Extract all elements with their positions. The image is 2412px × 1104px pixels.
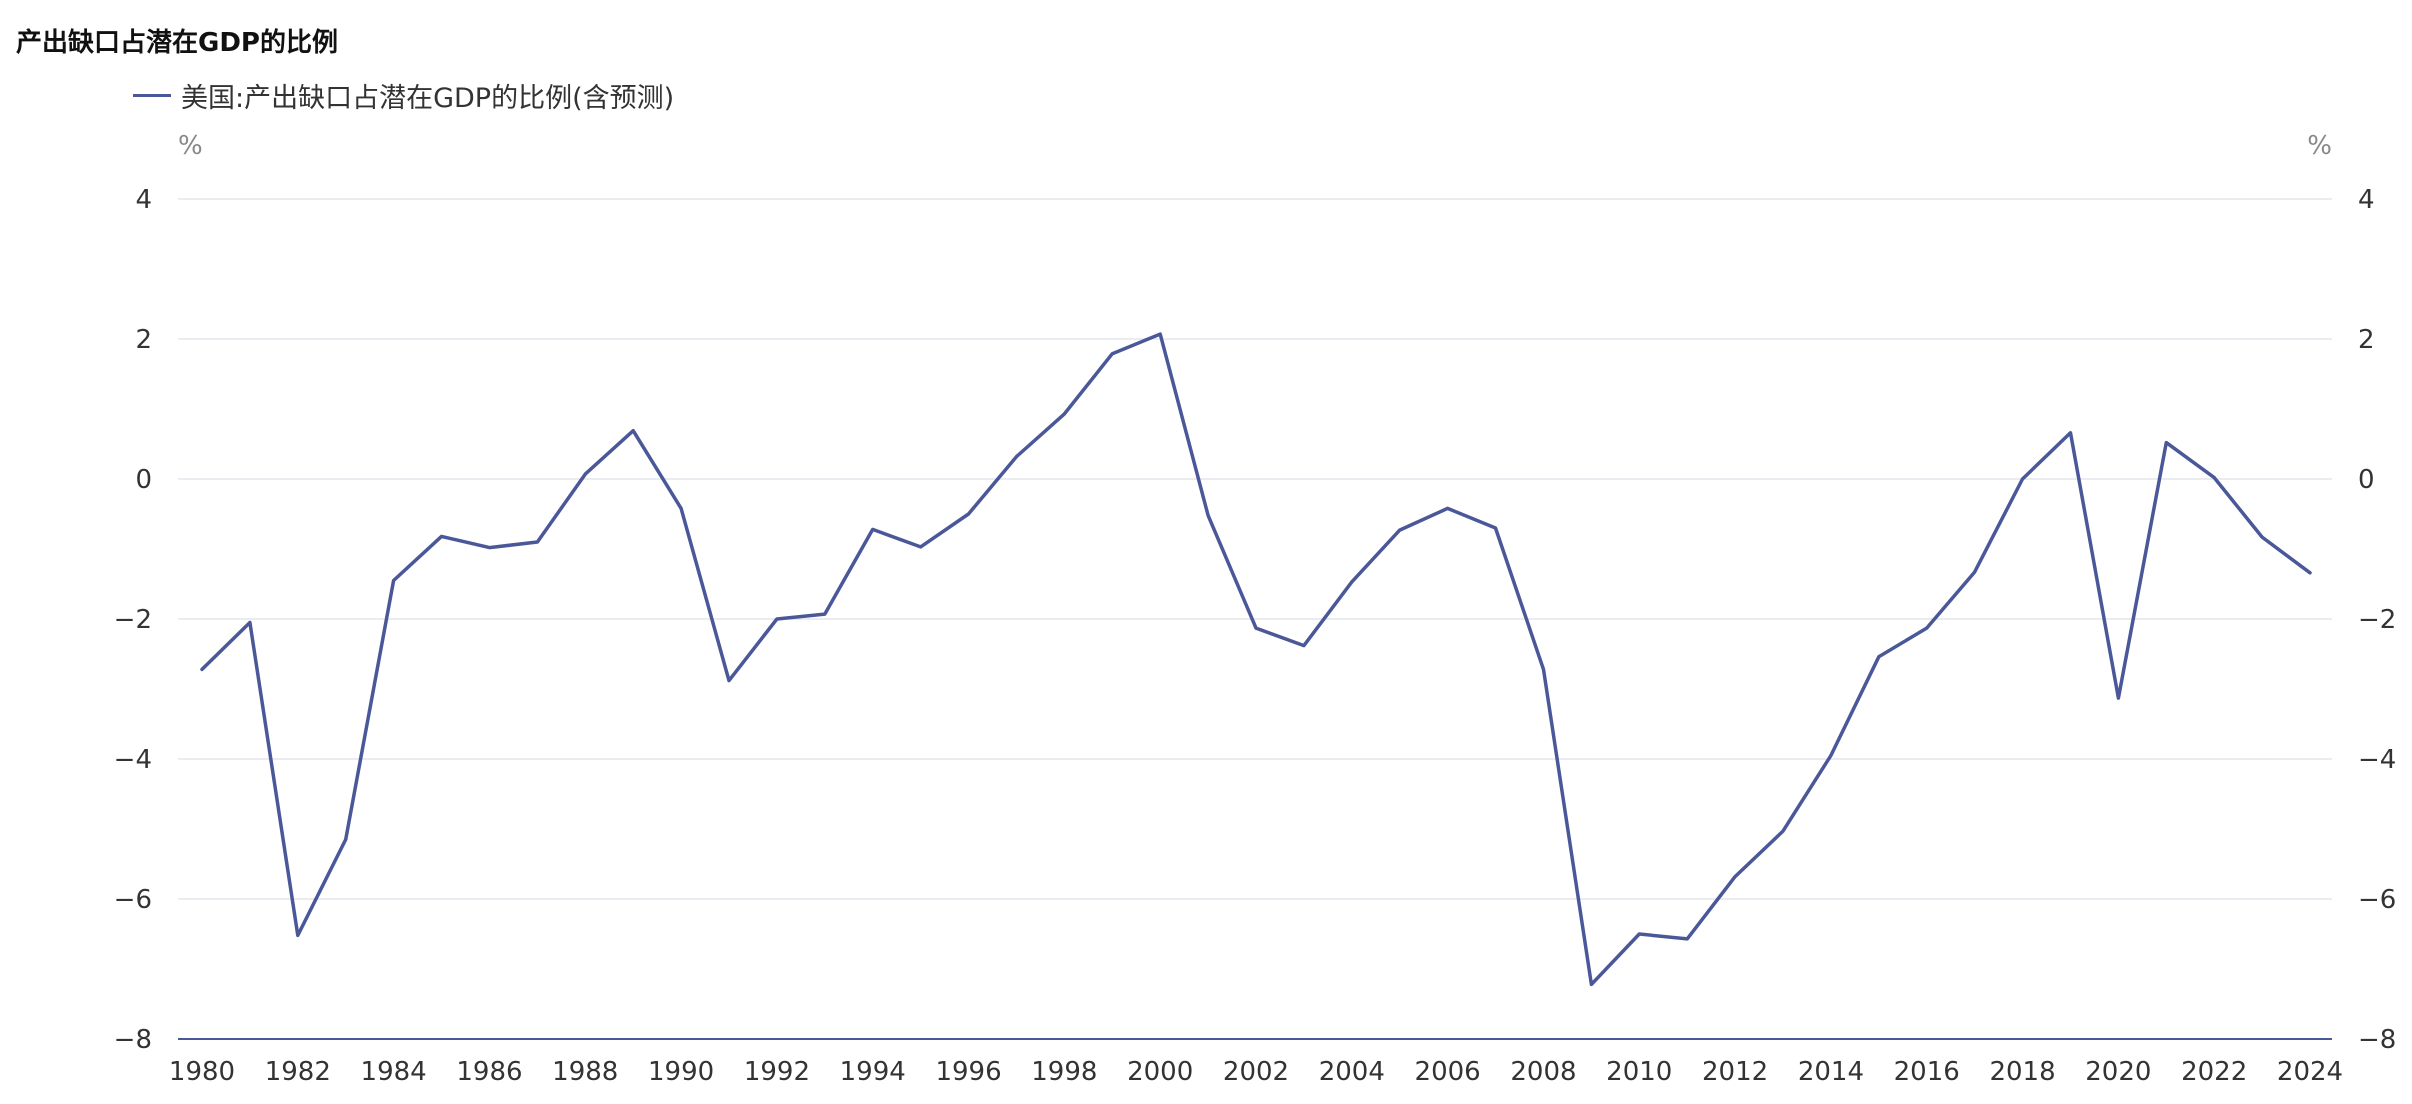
x-tick-label: 2016 [1894, 1057, 1960, 1087]
y-tick-label-left: −6 [114, 885, 152, 915]
x-tick-label: 1994 [840, 1057, 906, 1087]
y-tick-label-left: 2 [135, 325, 152, 355]
y-tick-label-right: 4 [2358, 185, 2375, 215]
x-tick-label: 1992 [744, 1057, 810, 1087]
x-tick-label: 1982 [265, 1057, 331, 1087]
y-unit-left: % [178, 131, 203, 161]
x-tick-label: 1980 [169, 1057, 235, 1087]
x-tick-label: 2006 [1415, 1057, 1481, 1087]
grid-lines [178, 198, 2332, 1040]
y-axis-left: 4 2 0 −2 −4 −6 −8 [114, 185, 152, 1055]
series-line[interactable] [200, 332, 2312, 987]
chart-title: 产出缺口占潜在GDP的比例 [16, 28, 338, 58]
y-tick-label-left: −8 [114, 1025, 152, 1055]
y-axis-right: 4 2 0 −2 −4 −6 −8 [2358, 185, 2396, 1055]
legend-label: 美国:产出缺口占潜在GDP的比例(含预测) [181, 83, 675, 114]
y-tick-label-left: 0 [135, 465, 152, 495]
y-tick-label-right: −8 [2358, 1025, 2396, 1055]
y-tick-label-right: −2 [2358, 605, 2396, 635]
x-axis: 1980 1982 1984 1986 1988 1990 1992 1994 1996 1998… [169, 1057, 2343, 1087]
y-tick-label-left: 4 [135, 185, 152, 215]
x-tick-label: 2002 [1223, 1057, 1289, 1087]
x-tick-label: 2008 [1510, 1057, 1576, 1087]
y-tick-label-left: −4 [114, 745, 152, 775]
x-tick-label: 2010 [1606, 1057, 1672, 1087]
y-unit-right: % [2307, 131, 2332, 161]
y-tick-label-right: −4 [2358, 745, 2396, 775]
x-tick-label: 2012 [1702, 1057, 1768, 1087]
y-tick-label-right: 0 [2358, 465, 2375, 495]
x-tick-label: 1988 [552, 1057, 618, 1087]
x-tick-label: 1996 [935, 1057, 1001, 1087]
y-tick-label-right: −6 [2358, 885, 2396, 915]
series-layer [200, 332, 2312, 987]
x-tick-label: 2004 [1319, 1057, 1385, 1087]
y-tick-label-left: −2 [114, 605, 152, 635]
legend[interactable]: 美国:产出缺口占潜在GDP的比例(含预测) [133, 76, 674, 115]
x-tick-label: 2014 [1798, 1057, 1864, 1087]
x-tick-label: 2022 [2181, 1057, 2247, 1087]
x-tick-label: 2024 [2277, 1057, 2343, 1087]
x-tick-label: 1998 [1031, 1057, 1097, 1087]
x-tick-label: 2018 [1989, 1057, 2055, 1087]
y-tick-label-right: 2 [2358, 325, 2375, 355]
legend-swatch [133, 94, 171, 97]
x-tick-label: 2000 [1127, 1057, 1193, 1087]
x-tick-label: 1986 [456, 1057, 522, 1087]
x-tick-label: 1984 [361, 1057, 427, 1087]
x-tick-label: 2020 [2085, 1057, 2151, 1087]
x-tick-label: 1990 [648, 1057, 714, 1087]
